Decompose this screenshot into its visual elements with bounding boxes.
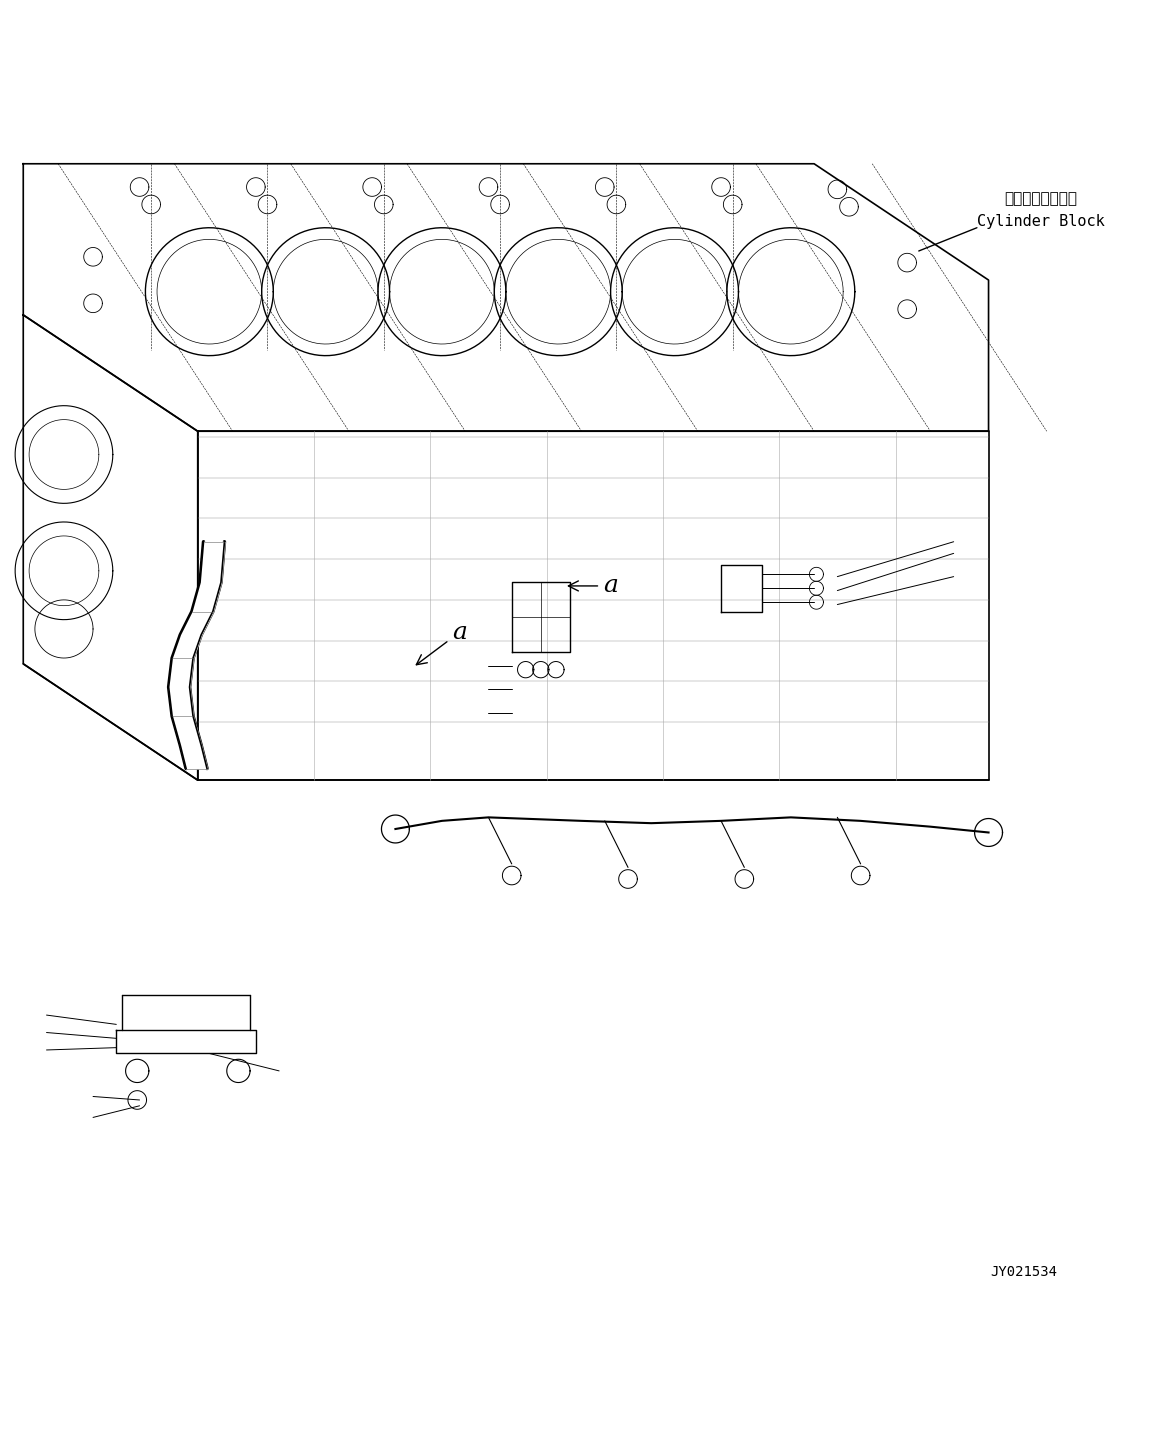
Text: Cylinder Block: Cylinder Block [977,214,1105,230]
Text: JY021534: JY021534 [990,1265,1057,1279]
Text: a: a [416,621,466,664]
Text: シリンダブロック: シリンダブロック [1005,191,1077,206]
Text: a: a [569,575,618,598]
